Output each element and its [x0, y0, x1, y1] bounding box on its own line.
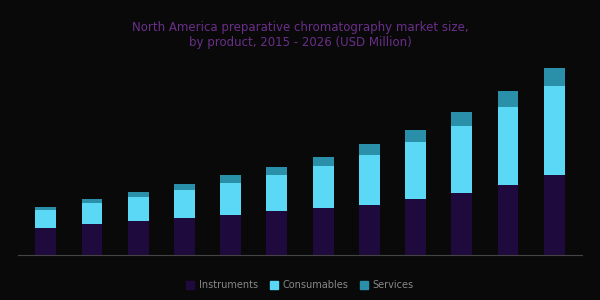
Bar [497, 184, 518, 255]
Bar [544, 86, 565, 175]
Bar [544, 175, 565, 255]
Bar [82, 224, 103, 255]
Bar [174, 184, 195, 190]
Legend: Instruments, Consumables, Services: Instruments, Consumables, Services [182, 277, 418, 294]
Bar [405, 199, 426, 255]
Bar [266, 167, 287, 175]
Title: North America preparative chromatography market size,
by product, 2015 - 2026 (U: North America preparative chromatography… [131, 21, 469, 49]
Bar [544, 68, 565, 86]
Bar [359, 205, 380, 255]
Bar [266, 212, 287, 255]
Bar [35, 207, 56, 211]
Bar [405, 142, 426, 199]
Bar [82, 203, 103, 224]
Bar [128, 221, 149, 255]
Bar [451, 126, 472, 193]
Bar [35, 211, 56, 228]
Bar [359, 145, 380, 155]
Bar [128, 197, 149, 221]
Bar [451, 112, 472, 126]
Bar [313, 157, 334, 166]
Bar [497, 107, 518, 184]
Bar [174, 190, 195, 218]
Bar [220, 176, 241, 183]
Bar [220, 215, 241, 255]
Bar [313, 166, 334, 208]
Bar [266, 175, 287, 212]
Bar [359, 155, 380, 205]
Bar [128, 191, 149, 197]
Bar [405, 130, 426, 142]
Bar [174, 218, 195, 255]
Bar [35, 228, 56, 255]
Bar [313, 208, 334, 255]
Bar [220, 183, 241, 215]
Bar [497, 91, 518, 107]
Bar [451, 193, 472, 255]
Bar [82, 199, 103, 203]
